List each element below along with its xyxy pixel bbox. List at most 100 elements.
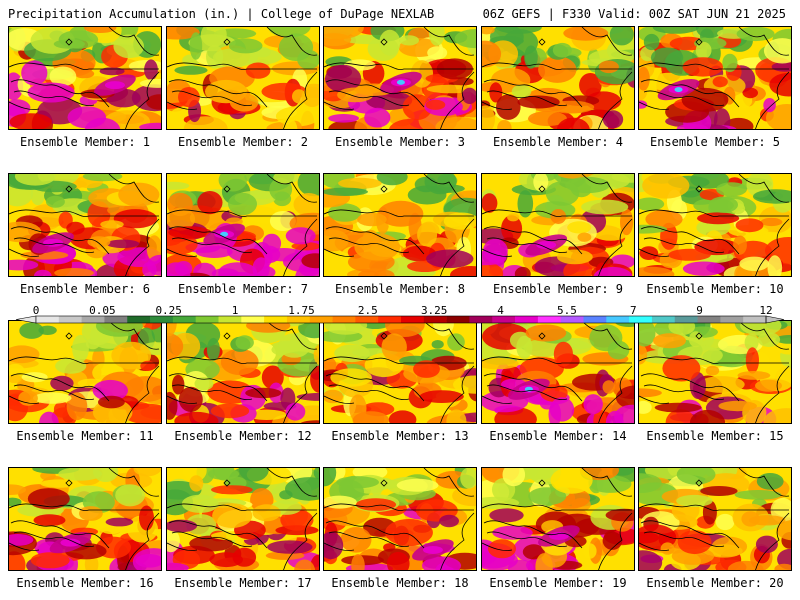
precipitation-field (167, 321, 319, 423)
colorbar-tick-label: 1.75 (288, 306, 315, 317)
colorbar-tick-label: 4 (497, 306, 504, 317)
ensemble-member-map (166, 467, 320, 571)
colorbar-segment (560, 316, 584, 323)
ensemble-member-map (481, 320, 635, 424)
colorbar-segment (104, 316, 128, 323)
colorbar-segment (332, 316, 356, 323)
colorbar-segment (720, 316, 744, 323)
ensemble-member-map (323, 173, 477, 277)
precipitation-field (9, 321, 161, 423)
map-boundaries (482, 174, 633, 276)
colorbar-tick-label: 7 (630, 306, 637, 317)
precipitation-field (639, 27, 791, 129)
colorbar-segment (150, 316, 174, 323)
ensemble-member-label: Ensemble Member: 20 (646, 576, 784, 590)
map-boundaries (639, 468, 790, 570)
colorbar-segment (172, 316, 196, 323)
colorbar-tick-label: 12 (759, 306, 772, 317)
colorbar-tick-label: 1 (232, 306, 239, 317)
map-boundaries (9, 27, 160, 129)
precipitation-field (9, 174, 161, 276)
colorbar-segment (446, 316, 470, 323)
colorbar-segment (537, 316, 561, 323)
colorbar-segment (309, 316, 333, 323)
colorbar-segment (674, 316, 698, 323)
map-boundaries (482, 321, 633, 423)
colorbar-segment (264, 316, 288, 323)
colorbar-segment (127, 316, 151, 323)
map-boundaries (639, 27, 790, 129)
precipitation-field (639, 468, 791, 570)
ensemble-member-label: Ensemble Member: 10 (646, 282, 784, 296)
map-boundaries (167, 468, 318, 570)
precipitation-field (324, 321, 476, 423)
colorbar-segment (469, 316, 493, 323)
colorbar-segment (697, 316, 721, 323)
ensemble-member-map (8, 26, 162, 130)
colorbar-segment (606, 316, 630, 323)
colorbar-tick-label: 2.5 (358, 306, 378, 317)
ensemble-member-label: Ensemble Member: 8 (334, 282, 466, 296)
precipitation-field (324, 174, 476, 276)
colorbar-tick-label: 5.5 (557, 306, 577, 317)
ensemble-member-map (323, 467, 477, 571)
ensemble-member-label: Ensemble Member: 6 (19, 282, 151, 296)
ensemble-member-label: Ensemble Member: 2 (177, 135, 309, 149)
map-boundaries (324, 321, 475, 423)
map-boundaries (9, 174, 160, 276)
map-boundaries (482, 468, 633, 570)
ensemble-member-label: Ensemble Member: 1 (19, 135, 151, 149)
model-run-valid-time: 06Z GEFS | F330 Valid: 00Z SAT JUN 21 20… (482, 7, 786, 21)
precipitation-field (324, 468, 476, 570)
ensemble-member-label: Ensemble Member: 3 (334, 135, 466, 149)
ensemble-member-label: Ensemble Member: 11 (16, 429, 154, 443)
precipitation-field (482, 174, 634, 276)
colorbar-segment (423, 316, 447, 323)
ensemble-member-map (8, 173, 162, 277)
ensemble-member-label: Ensemble Member: 17 (174, 576, 312, 590)
precipitation-field (9, 27, 161, 129)
colorbar-segment (583, 316, 607, 323)
map-boundaries (324, 468, 475, 570)
precipitation-field (482, 468, 634, 570)
map-boundaries (9, 321, 160, 423)
colorbar-segment (515, 316, 539, 323)
colorbar-segment (286, 316, 311, 323)
colorbar-segment (241, 316, 265, 323)
colorbar-tick-label: 3.25 (421, 306, 448, 317)
colorbar-left-arrow (15, 315, 37, 324)
precipitation-field (639, 174, 791, 276)
ensemble-member-label: Ensemble Member: 5 (649, 135, 781, 149)
colorbar-segment (743, 316, 767, 323)
colorbar-segment (378, 316, 402, 323)
colorbar-tick-label: 0.05 (89, 306, 116, 317)
map-boundaries (167, 174, 318, 276)
colorbar-tick-label: 0 (33, 306, 40, 317)
precipitation-field (639, 321, 791, 423)
ensemble-member-label: Ensemble Member: 13 (331, 429, 469, 443)
ensemble-member-map (8, 320, 162, 424)
colorbar-tick-label: 0.25 (155, 306, 182, 317)
ensemble-member-map (638, 173, 792, 277)
colorbar-segment (58, 316, 82, 323)
ensemble-member-map (638, 467, 792, 571)
map-boundaries (167, 321, 318, 423)
colorbar-segment (355, 316, 379, 323)
ensemble-member-label: Ensemble Member: 4 (492, 135, 624, 149)
colorbar-segment (218, 316, 242, 323)
precipitation-colorbar: 0 0.05 0.25 1 1.75 2.5 3.25 4 5.5 7 9 12 (15, 306, 785, 324)
precipitation-field (167, 468, 319, 570)
map-boundaries (639, 174, 790, 276)
colorbar-segment (629, 316, 653, 323)
ensemble-member-map (638, 26, 792, 130)
precipitation-field (167, 174, 319, 276)
ensemble-member-map (166, 26, 320, 130)
ensemble-member-label: Ensemble Member: 12 (174, 429, 312, 443)
precipitation-field (482, 321, 634, 423)
ensemble-member-map (323, 26, 477, 130)
colorbar-segment (492, 316, 516, 323)
ensemble-member-map (481, 467, 635, 571)
map-boundaries (9, 468, 160, 570)
ensemble-member-map (481, 26, 635, 130)
ensemble-member-map (481, 173, 635, 277)
